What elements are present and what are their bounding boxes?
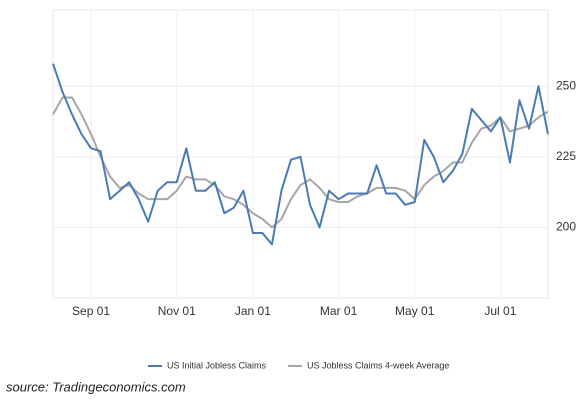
x-tick-label: Jul 01 (484, 304, 516, 318)
y-tick-label: 200 (556, 220, 576, 234)
series-line (52, 96, 549, 229)
legend-label: US Initial Jobless Claims (167, 360, 267, 370)
series-line (52, 63, 549, 246)
y-tick-label: 250 (556, 78, 576, 92)
x-tick-label: Sep 01 (72, 304, 110, 318)
x-tick-label: Jan 01 (235, 304, 271, 318)
legend: US Initial Jobless Claims US Jobless Clai… (148, 360, 449, 370)
source-note: source: Tradingeconomics.com (6, 379, 186, 394)
x-tick-label: Nov 01 (158, 304, 196, 318)
x-tick-label: Mar 01 (320, 304, 358, 318)
plot-area (52, 9, 549, 299)
legend-label: US Jobless Claims 4-week Average (307, 360, 449, 370)
x-tick-label: May 01 (395, 304, 435, 318)
y-tick-label: 225 (556, 149, 576, 163)
